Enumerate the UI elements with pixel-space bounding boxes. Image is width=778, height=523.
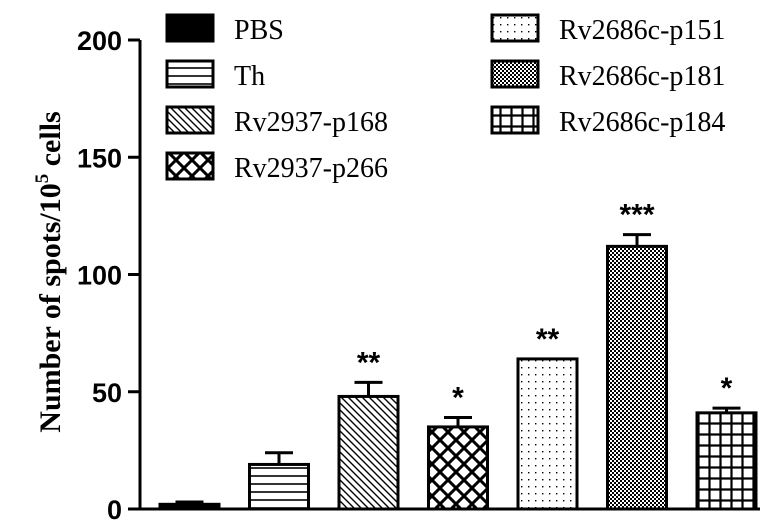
y-tick-label: 0: [107, 495, 122, 523]
legend-label: Rv2937-p168: [234, 107, 388, 138]
significance-label: ***: [619, 199, 654, 232]
legend-swatch: [165, 151, 215, 181]
significance-label: **: [536, 323, 560, 356]
legend: PBS Th Rv2937-p168 Rv2937-p266 Rv2686c-p151 R…: [165, 13, 725, 184]
legend-label: PBS: [234, 15, 284, 46]
legend-item: Rv2686c-p151: [490, 13, 725, 46]
significance-label: *: [452, 382, 464, 415]
bar-group: *: [427, 382, 489, 511]
legend-label: Th: [234, 61, 265, 92]
legend-item: Rv2686c-p184: [490, 105, 725, 138]
axes: 0 50 100 150 200: [77, 26, 760, 523]
significance-label: *: [721, 372, 733, 405]
y-tick-label: 150: [77, 143, 122, 173]
y-tick-label: 50: [92, 378, 122, 408]
legend-swatch: [165, 59, 215, 89]
bar-group: [248, 451, 310, 511]
legend-label: Rv2686c-p181: [559, 61, 725, 92]
significance-label: **: [357, 346, 381, 379]
bar-group: ***: [606, 199, 668, 511]
legend-item: Rv2686c-p181: [490, 59, 725, 92]
legend-item: Rv2937-p168: [165, 105, 388, 138]
legend-swatch: [165, 105, 215, 135]
bar-group: [158, 500, 221, 511]
y-axis-label: Number of spots/105 cells: [32, 111, 67, 432]
legend-label: Rv2686c-p184: [559, 107, 725, 138]
bar: [337, 394, 400, 511]
bar: [158, 502, 221, 511]
legend-label: Rv2686c-p151: [559, 15, 725, 46]
bar: [516, 357, 579, 511]
bar: [248, 462, 310, 511]
legend-item: Rv2937-p266: [165, 151, 388, 184]
legend-swatch: [490, 13, 540, 43]
legend-swatch: [165, 13, 215, 43]
bar: [695, 411, 758, 511]
legend-swatch: [490, 105, 540, 135]
bar: [427, 425, 489, 511]
bar: [606, 244, 668, 511]
legend-item: PBS: [165, 13, 284, 46]
bar-group: *: [695, 372, 758, 511]
legend-item: Th: [165, 59, 265, 92]
bars: *********: [158, 199, 758, 511]
y-tick-label: 100: [77, 261, 122, 291]
legend-label: Rv2937-p266: [234, 153, 388, 184]
legend-swatch: [490, 59, 540, 89]
y-tick-label: 200: [77, 26, 122, 56]
bar-group: **: [516, 323, 579, 511]
bar-group: **: [337, 346, 400, 511]
